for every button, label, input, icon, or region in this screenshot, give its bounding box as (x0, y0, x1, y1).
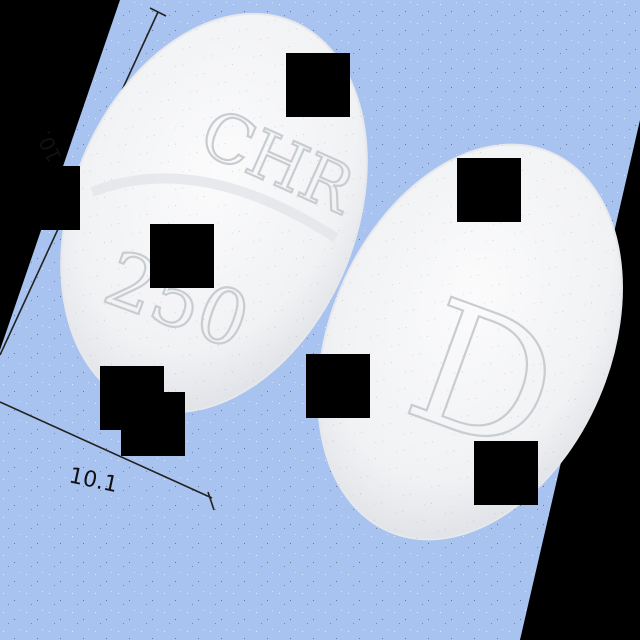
occluder (286, 53, 350, 117)
occluder (150, 224, 214, 288)
occluder (457, 158, 521, 222)
width-dimension-line (0, 401, 213, 499)
score-line (90, 173, 339, 243)
tablet-back: D (317, 143, 623, 541)
occluder (121, 392, 185, 456)
occluder (474, 441, 538, 505)
occluder (306, 354, 370, 418)
occluder (16, 166, 80, 230)
occluders (16, 53, 538, 505)
